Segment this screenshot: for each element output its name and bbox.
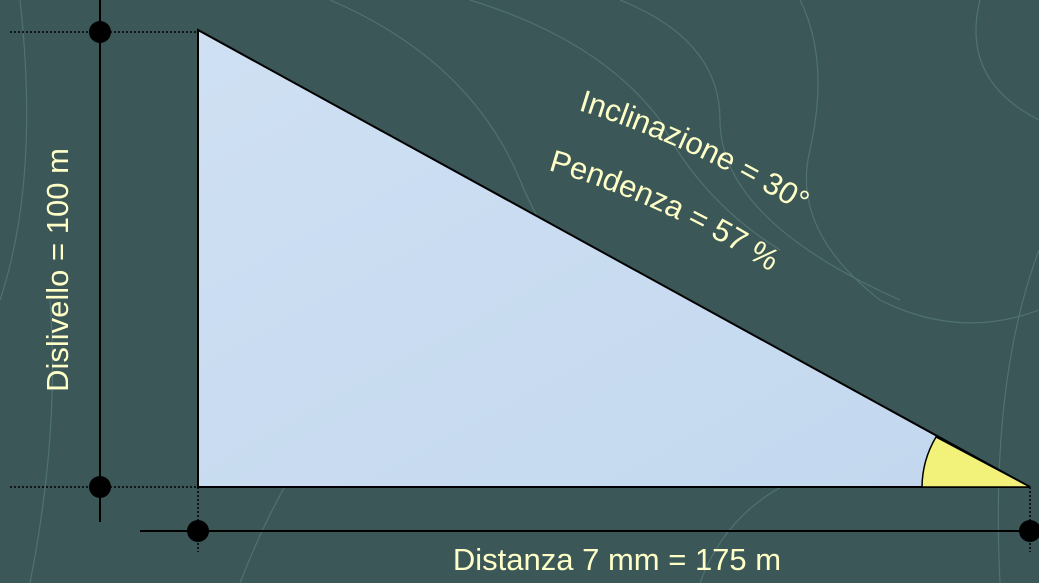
dot [187,520,209,542]
vertical-label: Dislivello = 100 m [40,148,75,392]
triangle [197,28,1031,488]
horizontal-label: Distanza 7 mm = 175 m [453,542,781,577]
dot [89,476,111,498]
angle-arc [921,436,1031,488]
dot [89,21,111,43]
dot [1019,520,1039,542]
